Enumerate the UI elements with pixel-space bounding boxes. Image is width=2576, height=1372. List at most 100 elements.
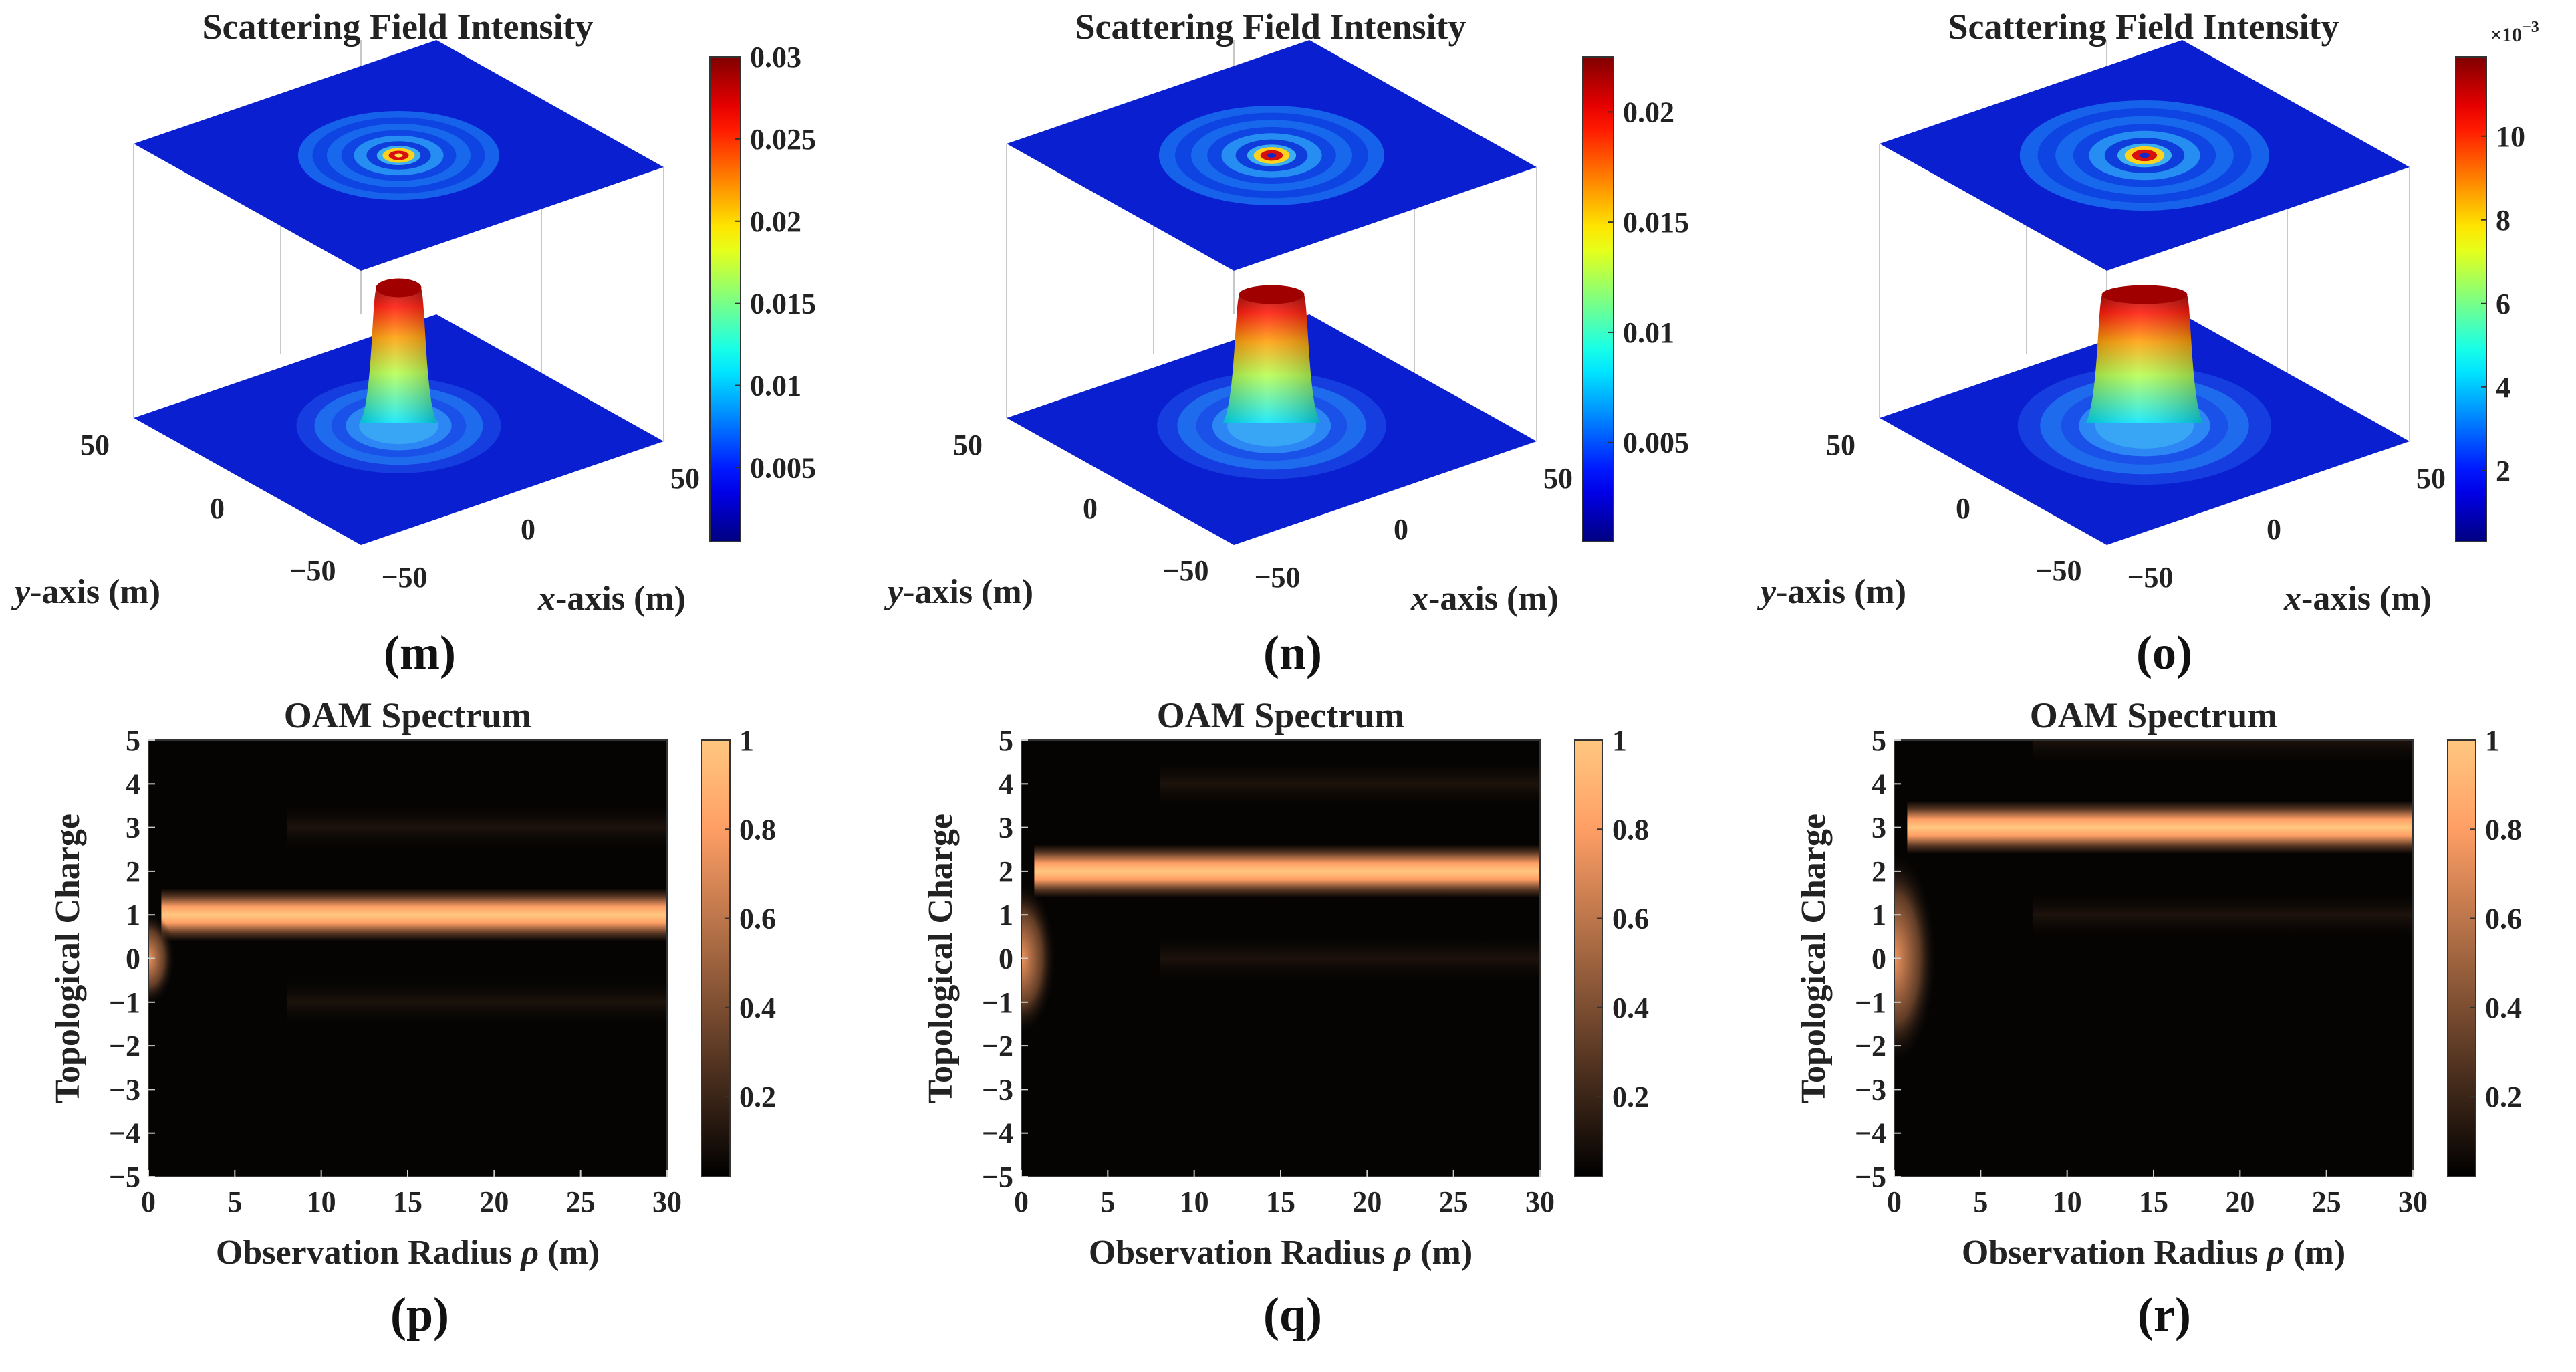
x-tick-label: 0 (1014, 1185, 1029, 1218)
x-tick-label: 15 (393, 1185, 422, 1218)
x-tick-label: 0 (1887, 1185, 1902, 1218)
x-axis-label: Observation Radius ρ (m) (216, 1234, 600, 1272)
x-axis-label-italic: ρ (1392, 1234, 1412, 1272)
y-axis-label-italic: y (1757, 573, 1777, 611)
heatmap-low-radius-blob (148, 911, 175, 1006)
y-tick-label: 3 (999, 812, 1013, 844)
x-axis-label-italic: ρ (519, 1234, 539, 1272)
colorbar-exponent: ×10−3 (2490, 19, 2539, 46)
x-axis-label-italic: x (2283, 580, 2301, 618)
heatmap-area (1894, 740, 2413, 1177)
y-tick-label: 50 (1826, 429, 1855, 461)
colorbar-tick-label: 8 (2496, 204, 2510, 237)
y-tick-label: −2 (1855, 1030, 1886, 1062)
colorbar-tick-label: 0.4 (739, 992, 776, 1024)
x-tick-label: −50 (381, 561, 427, 594)
y-tick-label: 5 (999, 724, 1013, 757)
heatmap-side-band (1159, 936, 1540, 981)
heatmap-dominant-band (1034, 844, 1540, 899)
y-tick-label: 0 (999, 943, 1013, 976)
y-axis-label-rest: -axis (m) (903, 573, 1033, 611)
surface-peak-top (2101, 285, 2188, 304)
x-axis-label-rest: -axis (m) (2301, 580, 2432, 618)
y-tick-label: 50 (80, 429, 110, 461)
x-tick-label: 50 (2416, 462, 2446, 495)
chart-title: Scattering Field Intensity (1948, 7, 2339, 47)
colorbar-tick-label: 0.01 (750, 370, 801, 403)
colorbar-tick-label: 0.02 (750, 205, 801, 238)
colorbar (1574, 739, 1603, 1177)
chart-title: Scattering Field Intensity (203, 7, 594, 47)
colorbar-tick-label: 1 (739, 724, 754, 757)
colorbar (2455, 56, 2487, 542)
y-tick-label: 3 (126, 812, 140, 844)
y-axis-label: Topological Charge (1795, 814, 1833, 1103)
x-axis-label-post: (m) (2285, 1234, 2345, 1272)
chart-title: OAM Spectrum (284, 695, 531, 735)
heatmap-low-radius-blob (1021, 881, 1056, 1036)
x-axis-label: Observation Radius ρ (m) (1089, 1234, 1472, 1272)
x-tick-label: 25 (1439, 1185, 1468, 1218)
x-axis-label-pre: Observation Radius (216, 1234, 521, 1272)
colorbar-tick-label: 0.8 (739, 813, 776, 846)
y-tick-label: −4 (109, 1117, 140, 1150)
y-axis-label-rest: -axis (m) (1776, 573, 1906, 611)
y-tick-label: 2 (1872, 855, 1886, 888)
y-tick-label: −5 (109, 1161, 140, 1193)
x-tick-label: 0 (1394, 513, 1408, 546)
x-axis-label-pre: Observation Radius (1089, 1234, 1394, 1272)
x-tick-label: 20 (2225, 1185, 2255, 1218)
x-tick-label: 30 (652, 1185, 682, 1218)
x-axis-label-italic: x (1410, 580, 1428, 618)
y-tick-label: −5 (982, 1161, 1013, 1193)
heatmap-side-band (286, 980, 667, 1024)
y-tick-label: −3 (109, 1073, 140, 1106)
x-tick-label: 20 (1352, 1185, 1382, 1218)
colorbar (709, 56, 741, 542)
chart-title: OAM Spectrum (1157, 695, 1404, 735)
heatmap-dominant-band (161, 887, 667, 942)
colorbar-tick-label: 0.4 (2485, 992, 2522, 1024)
heatmap-side-band (2032, 893, 2413, 937)
projection-center (394, 153, 403, 158)
colorbar-tick-label: 0.8 (1612, 813, 1649, 846)
y-axis-label: Topological Charge (922, 814, 960, 1103)
heatmap-area (1021, 740, 1540, 1177)
surface-peak-shade (2085, 288, 2204, 423)
y-tick-label: 0 (126, 943, 140, 976)
y-tick-label: −2 (109, 1030, 140, 1062)
y-tick-label: 1 (1872, 899, 1886, 931)
colorbar-tick-label: 0.4 (1612, 992, 1649, 1024)
colorbar-tick-label: 0.02 (1623, 96, 1674, 128)
y-tick-label: 1 (126, 899, 140, 931)
x-axis-label-post: (m) (1412, 1234, 1472, 1272)
y-axis-label: Topological Charge (49, 814, 87, 1103)
surface-peak-top (376, 278, 422, 298)
colorbar-tick-label: 1 (1612, 724, 1627, 757)
panel-label-m: (m) (384, 626, 456, 679)
x-tick-label: 30 (1525, 1185, 1555, 1218)
projection-center (1267, 153, 1277, 158)
x-tick-label: 5 (1973, 1185, 1988, 1218)
x-tick-label: 10 (2053, 1185, 2082, 1218)
y-tick-label: −1 (1855, 986, 1886, 1019)
colorbar-tick-label: 0.01 (1623, 316, 1674, 349)
x-tick-label: 25 (2312, 1185, 2341, 1218)
x-tick-label: 15 (1266, 1185, 1295, 1218)
x-axis-label: x-axis (m) (1410, 580, 1559, 618)
x-axis-label: Observation Radius ρ (m) (1962, 1234, 2345, 1272)
x-axis-label: x-axis (m) (2283, 580, 2432, 618)
colorbar-tick-label: 0.03 (750, 41, 801, 74)
surface-peak-shade (1222, 288, 1321, 423)
y-tick-label: 3 (1872, 812, 1886, 844)
surface-peak-shade (360, 281, 438, 423)
x-axis-label-rest: -axis (m) (1428, 580, 1559, 618)
colorbar-tick-label: 10 (2496, 120, 2525, 153)
colorbar-tick-label: 0.2 (1612, 1080, 1649, 1113)
colorbar-tick-label: 0.6 (1612, 903, 1649, 935)
colorbar-tick-label: 6 (2496, 288, 2510, 320)
y-tick-label: 50 (953, 429, 983, 461)
x-tick-label: 5 (227, 1185, 242, 1218)
